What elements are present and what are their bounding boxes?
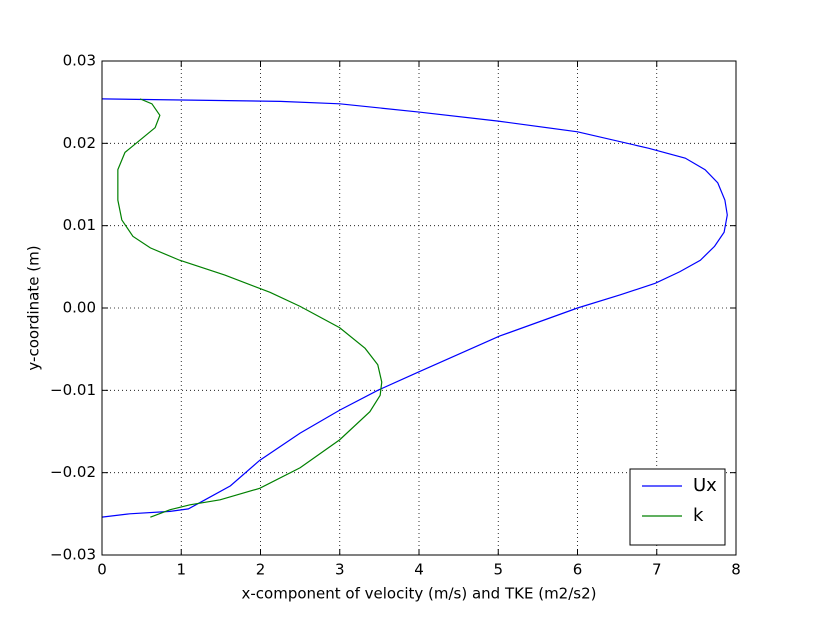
x-tick-label: 2 bbox=[256, 561, 266, 579]
x-tick-label: 4 bbox=[414, 561, 424, 579]
y-tick-label: 0.00 bbox=[63, 299, 96, 317]
y-tick-label: −0.02 bbox=[50, 463, 96, 481]
x-tick-label: 7 bbox=[652, 561, 662, 579]
y-tick-label: 0.01 bbox=[63, 216, 96, 234]
x-tick-label: 3 bbox=[335, 561, 345, 579]
legend-label: k bbox=[693, 505, 704, 526]
legend: Ux k bbox=[629, 468, 726, 546]
x-tick-label: 1 bbox=[176, 561, 186, 579]
y-axis-label: y-coordinate (m) bbox=[25, 245, 43, 370]
line bbox=[117, 98, 383, 518]
y-tick-label: −0.01 bbox=[50, 381, 96, 399]
y-tick-label: 0.03 bbox=[63, 52, 96, 70]
x-tick-label: 5 bbox=[493, 561, 503, 579]
y-tick-label: −0.03 bbox=[50, 546, 96, 564]
legend-box bbox=[629, 468, 726, 546]
x-tick-label: 8 bbox=[731, 561, 741, 579]
x-axis-label: x-component of velocity (m/s) and TKE (m… bbox=[242, 585, 597, 603]
plot-frame bbox=[101, 60, 737, 556]
y-tick-label: 0.02 bbox=[63, 134, 96, 152]
x-tick-label: 0 bbox=[97, 561, 107, 579]
line bbox=[101, 98, 728, 518]
x-tick-label: 6 bbox=[573, 561, 583, 579]
legend-label: Ux bbox=[693, 475, 717, 496]
